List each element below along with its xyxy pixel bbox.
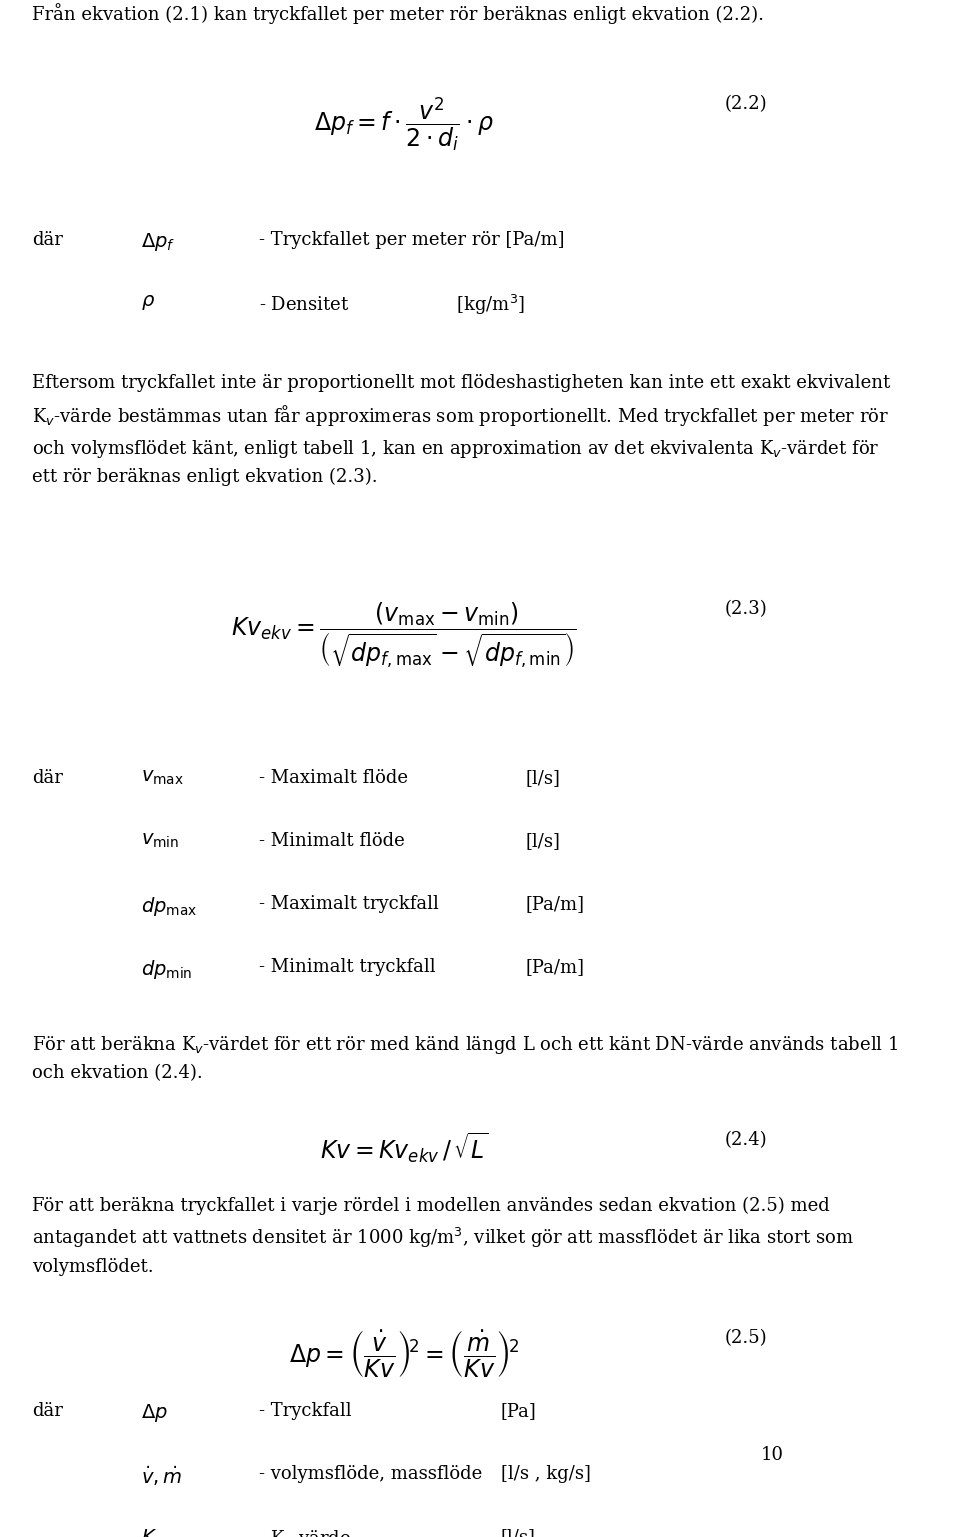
Text: $\rho$: $\rho$ [141,294,156,312]
Text: [Pa/m]: [Pa/m] [525,895,585,913]
Text: $v_{\min}$: $v_{\min}$ [141,832,180,850]
Text: Eftersom tryckfallet inte är proportionellt mot flödeshastigheten kan inte ett e: Eftersom tryckfallet inte är proportione… [33,373,891,486]
Text: $\Delta p = \left(\dfrac{\dot{v}}{Kv}\right)^{\!2} = \left(\dfrac{\dot{m}}{Kv}\r: $\Delta p = \left(\dfrac{\dot{v}}{Kv}\ri… [289,1328,519,1380]
Text: (2.2): (2.2) [725,95,768,114]
Text: - Tryckfall: - Tryckfall [258,1402,351,1420]
Text: [Pa]: [Pa] [501,1402,537,1420]
Text: - Tryckfallet per meter rör [Pa/m]: - Tryckfallet per meter rör [Pa/m] [258,232,564,249]
Text: $\Delta p$: $\Delta p$ [141,1402,168,1423]
Text: $v_{\max}$: $v_{\max}$ [141,768,184,787]
Text: - volymsflöde, massflöde: - volymsflöde, massflöde [258,1465,482,1483]
Text: - Maximalt tryckfall: - Maximalt tryckfall [258,895,439,913]
Text: - Minimalt flöde: - Minimalt flöde [258,832,404,850]
Text: $dp_{\min}$: $dp_{\min}$ [141,958,193,981]
Text: (2.4): (2.4) [725,1131,768,1148]
Text: - Densitet                   [kg/m$^3$]: - Densitet [kg/m$^3$] [258,294,524,317]
Text: $Kv = Kv_{ekv}\, /\, \sqrt{L}$: $Kv = Kv_{ekv}\, /\, \sqrt{L}$ [320,1131,489,1165]
Text: För att beräkna K$_v$-värdet för ett rör med känd längd L och ett känt DN-värde : För att beräkna K$_v$-värdet för ett rör… [33,1034,899,1082]
Text: $\dot{v}, \dot{m}$: $\dot{v}, \dot{m}$ [141,1465,182,1488]
Text: [l/s]: [l/s] [501,1528,536,1537]
Text: $dp_{\max}$: $dp_{\max}$ [141,895,198,918]
Text: - K$_v$-värde: - K$_v$-värde [258,1528,350,1537]
Text: [l/s]: [l/s] [525,768,560,787]
Text: (2.3): (2.3) [725,601,768,618]
Text: - Minimalt tryckfall: - Minimalt tryckfall [258,958,435,976]
Text: 10: 10 [760,1446,783,1463]
Text: Från ekvation (2.1) kan tryckfallet per meter rör beräknas enligt ekvation (2.2): Från ekvation (2.1) kan tryckfallet per … [33,3,764,25]
Text: [l/s]: [l/s] [525,832,560,850]
Text: $\Delta p_f$: $\Delta p_f$ [141,232,176,254]
Text: $K_v$: $K_v$ [141,1528,164,1537]
Text: (2.5): (2.5) [725,1328,768,1346]
Text: där: där [33,1402,63,1420]
Text: För att beräkna tryckfallet i varje rördel i modellen användes sedan ekvation (2: För att beräkna tryckfallet i varje rörd… [33,1197,854,1276]
Text: $Kv_{ekv} = \dfrac{\left(v_{\max} - v_{\min}\right)}{\left(\sqrt{dp_{f,\max}} - : $Kv_{ekv} = \dfrac{\left(v_{\max} - v_{\… [231,601,577,670]
Text: där: där [33,232,63,249]
Text: [Pa/m]: [Pa/m] [525,958,585,976]
Text: [l/s , kg/s]: [l/s , kg/s] [501,1465,590,1483]
Text: där: där [33,768,63,787]
Text: $\Delta p_f = f \cdot \dfrac{v^2}{2 \cdot d_i} \cdot \rho$: $\Delta p_f = f \cdot \dfrac{v^2}{2 \cdo… [314,95,494,154]
Text: - Maximalt flöde: - Maximalt flöde [258,768,408,787]
